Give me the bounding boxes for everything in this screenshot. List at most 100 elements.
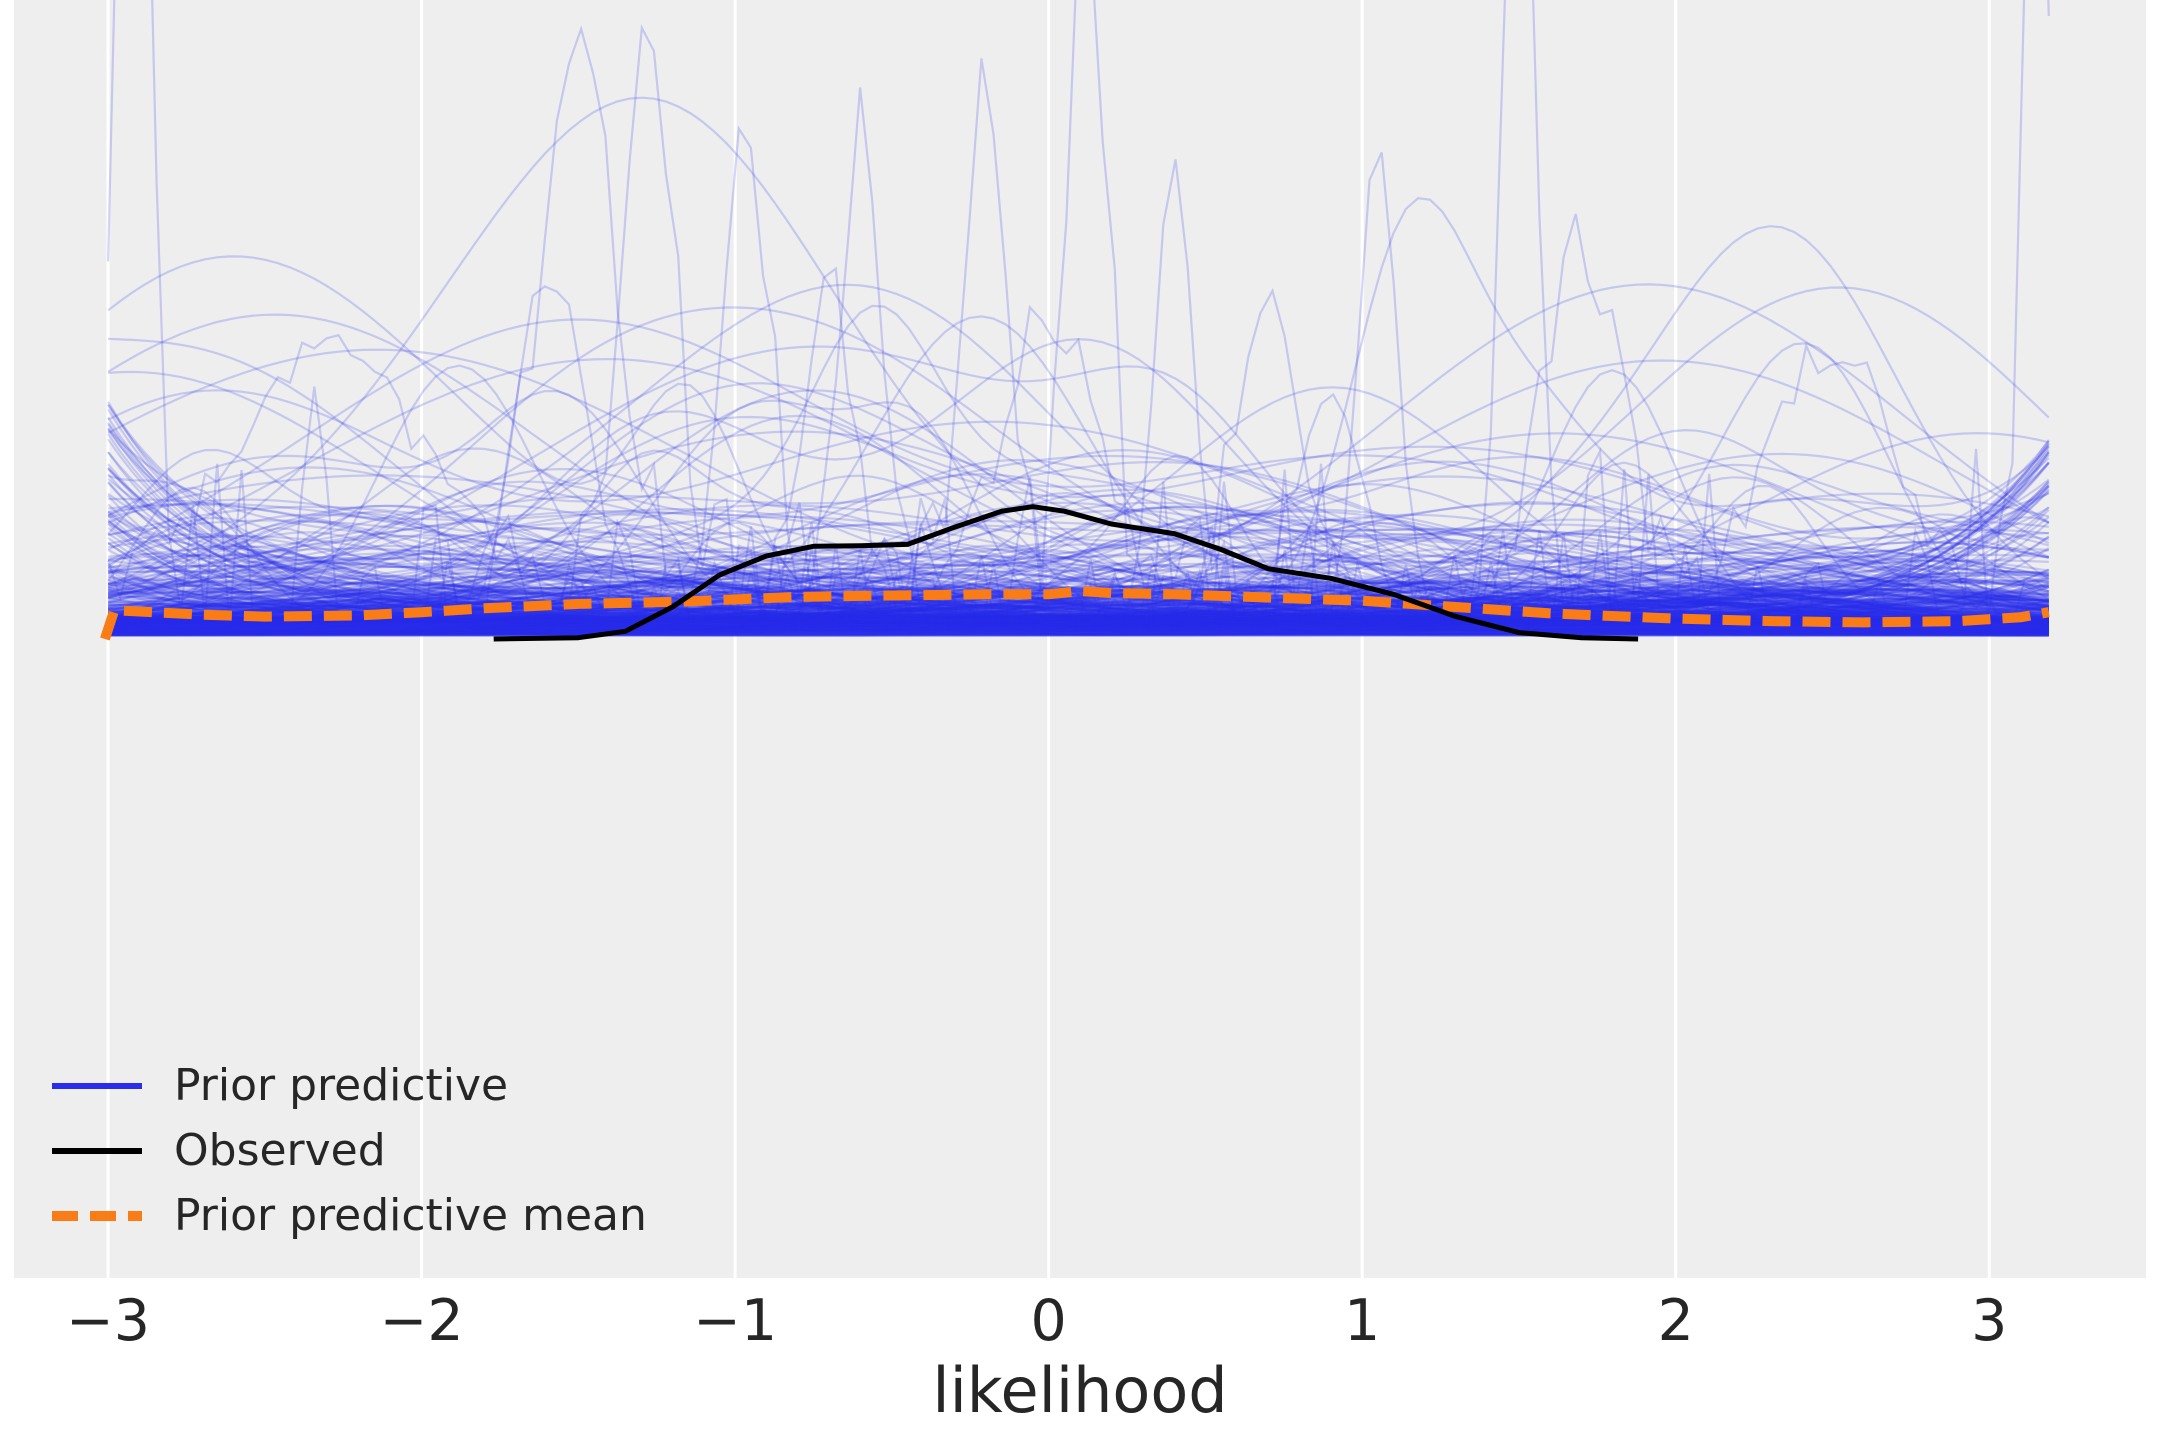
prior-predictive-line [108, 591, 2049, 626]
prior-predictive-line [108, 478, 2050, 618]
prior-predictive-line [108, 577, 2049, 626]
prior-predictive-line [108, 468, 2049, 623]
prior-predictive-line [107, 511, 2049, 629]
prior-predictive-line [108, 528, 2049, 637]
prior-predictive-line [108, 598, 2049, 620]
prior-predictive-line [108, 588, 2049, 630]
prior-predictive-line [108, 283, 2050, 630]
prior-predictive-line [108, 584, 2049, 624]
prior-predictive-line [107, 547, 2049, 636]
prior-predictive-line [107, 577, 2049, 620]
prior-predictive-line [108, 415, 2049, 635]
prior-predictive-line [107, 521, 2050, 630]
prior-predictive-line [108, 581, 2049, 624]
prior-predictive-line [108, 589, 2049, 626]
prior-predictive-line [108, 473, 2050, 629]
prior-predictive-line [108, 604, 2049, 632]
prior-predictive-line [108, 562, 2049, 635]
prior-predictive-line [108, 454, 2049, 622]
prior-predictive-line [107, 507, 2049, 609]
prior-predictive-line [108, 588, 2050, 633]
prior-predictive-line [108, 592, 2049, 635]
prior-predictive-line [108, 527, 2049, 632]
prior-predictive-line [107, 503, 2049, 626]
prior-predictive-line [108, 601, 2049, 623]
prior-predictive-line [108, 573, 2049, 633]
prior-predictive-line [108, 605, 2049, 631]
legend-label-prior-predictive: Prior predictive [174, 1060, 508, 1111]
prior-predictive-line [108, 604, 2049, 636]
prior-predictive-line [108, 432, 2050, 620]
prior-predictive-line [108, 610, 2049, 637]
prior-predictive-line [107, 423, 2049, 631]
prior-predictive-line [107, 583, 2049, 629]
prior-predictive-line [108, 585, 2049, 624]
prior-predictive-line [108, 596, 2049, 624]
prior-predictive-line [107, 534, 2049, 636]
prior-predictive-line [108, 543, 2049, 629]
prior-predictive-line [108, 451, 2050, 624]
prior-predictive-line [107, 514, 2049, 633]
prior-predictive-line [107, 422, 2049, 618]
prior-predictive-line [108, 592, 2049, 627]
prior-predictive-line [108, 554, 2049, 624]
prior-predictive-line [107, 553, 2049, 625]
prior-predictive-line [108, 586, 2049, 631]
prior-predictive-line [108, 544, 2049, 631]
prior-predictive-line [108, 516, 2050, 635]
prior-predictive-line [107, 416, 2049, 626]
prior-predictive-line [108, 606, 2049, 631]
prior-predictive-line [108, 213, 2049, 627]
prior-predictive-line [107, 584, 2049, 619]
prior-predictive-line [108, 532, 2050, 630]
prior-predictive-line [107, 505, 2049, 608]
prior-predictive-line [107, 477, 2049, 618]
prior-predictive-line [108, 584, 2049, 622]
prior-predictive-line [108, 506, 2050, 630]
prior-predictive-line [108, 547, 2050, 633]
prior-predictive-line [108, 506, 2049, 632]
prior-predictive-line [108, 596, 2049, 627]
prior-predictive-line [108, 559, 2049, 620]
prior-predictive-line [108, 399, 2049, 636]
prior-predictive-line [108, 589, 2049, 628]
prior-predictive-line [108, 475, 2049, 634]
prior-predictive-line [107, 451, 2049, 636]
prior-predictive-line [108, 594, 2049, 621]
prior-predictive-line [108, 484, 2049, 624]
grid [106, 0, 1991, 1278]
prior-predictive-line [108, 576, 2050, 621]
prior-predictive-line [108, 582, 2049, 631]
prior-predictive-line [107, 588, 2049, 631]
prior-predictive-line [108, 609, 2049, 637]
prior-predictive-line [108, 581, 2049, 633]
prior-predictive-line [107, 601, 2049, 636]
x-tick-label: 1 [1344, 1288, 1380, 1354]
prior-predictive-line [108, 580, 2049, 621]
prior-predictive-line [108, 428, 2050, 627]
prior-predictive-line [108, 565, 2049, 634]
x-tick-label: −2 [380, 1288, 464, 1354]
prior-predictive-line [107, 473, 2049, 624]
prior-predictive-line [108, 599, 2049, 618]
prior-predictive-line [108, 588, 2049, 632]
prior-predictive-line [108, 613, 2049, 635]
prior-predictive-line [108, 535, 2049, 628]
prior-predictive-line [107, 485, 2050, 624]
prior-predictive-line [107, 357, 2049, 633]
prior-predictive-line [108, 594, 2049, 636]
prior-predictive-line [108, 619, 2049, 636]
prior-predictive-line [108, 615, 2049, 636]
prior-predictive-line [108, 197, 2050, 624]
prior-predictive-line [108, 590, 2049, 627]
prior-predictive-line [107, 483, 2049, 625]
prior-predictive-line [108, 549, 2050, 620]
prior-predictive-line [108, 614, 2049, 634]
prior-predictive-line [108, 452, 2050, 631]
prior-predictive-line [108, 583, 2049, 619]
prior-predictive-line [108, 583, 2049, 634]
prior-predictive-line [108, 25, 2049, 634]
prior-predictive-line [107, 96, 2050, 589]
prior-predictive-line [108, 315, 2049, 634]
prior-predictive-line [108, 588, 2049, 627]
